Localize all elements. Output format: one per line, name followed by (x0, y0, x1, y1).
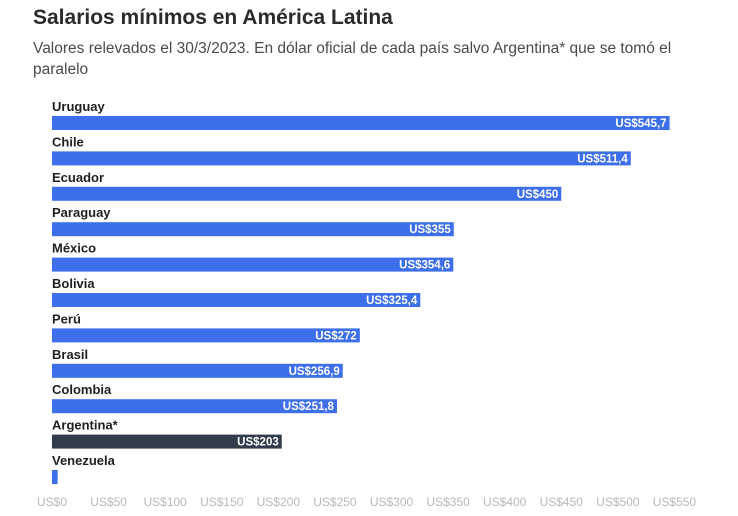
bar-colombia (52, 399, 337, 414)
category-label-paraguay: Paraguay (52, 205, 111, 220)
chart-title: Salarios mínimos en América Latina (33, 6, 393, 29)
value-label-paraguay: US$355 (409, 224, 451, 236)
bar-uruguay (52, 116, 670, 130)
bar-venezuela (52, 470, 58, 484)
value-label-brasil: US$256,9 (289, 366, 340, 378)
value-label-ecuador: US$450 (517, 189, 559, 201)
category-label-colombia: Colombia (52, 382, 112, 397)
category-label-brasil: Brasil (52, 347, 88, 362)
value-label-chile: US$511,4 (577, 153, 628, 165)
value-label-mexico: US$354,6 (399, 260, 450, 272)
category-label-bolivia: Bolivia (52, 276, 95, 291)
category-label-chile: Chile (52, 134, 84, 149)
category-label-uruguay: Uruguay (52, 99, 106, 114)
x-tick-label: US$200 (257, 495, 301, 509)
bar-brasil (52, 363, 343, 378)
value-label-argentina: US$203 (237, 437, 279, 449)
bar-bolivia (52, 293, 421, 307)
x-tick-label: US$550 (653, 495, 697, 509)
x-tick-label: US$300 (370, 495, 414, 509)
bar-paraguay (52, 222, 454, 237)
value-label-bolivia: US$325,4 (366, 295, 418, 307)
category-label-mexico: México (52, 241, 96, 256)
category-label-peru: Perú (52, 311, 81, 326)
category-label-venezuela: Venezuela (52, 453, 116, 468)
bar-mexico (52, 257, 454, 272)
x-tick-label: US$500 (596, 495, 640, 509)
bar-peru (52, 328, 360, 343)
x-tick-label: US$0 (37, 495, 67, 509)
value-label-uruguay: US$545,7 (615, 118, 666, 130)
value-label-colombia: US$251,8 (283, 401, 335, 413)
x-tick-label: US$400 (483, 495, 527, 509)
category-label-ecuador: Ecuador (52, 170, 104, 185)
x-tick-label: US$250 (313, 495, 357, 509)
bar-argentina (52, 434, 282, 449)
x-tick-label: US$50 (90, 495, 127, 509)
x-tick-label: US$100 (143, 495, 187, 509)
chart-subtitle: Valores relevados el 30/3/2023. En dólar… (33, 40, 672, 78)
value-label-peru: US$272 (315, 330, 357, 342)
x-tick-label: US$450 (540, 495, 584, 509)
x-tick-label: US$150 (200, 495, 244, 509)
bar-ecuador (52, 186, 562, 201)
category-label-argentina: Argentina* (52, 418, 119, 433)
bar-chile (52, 151, 631, 166)
x-tick-label: US$350 (426, 495, 470, 509)
